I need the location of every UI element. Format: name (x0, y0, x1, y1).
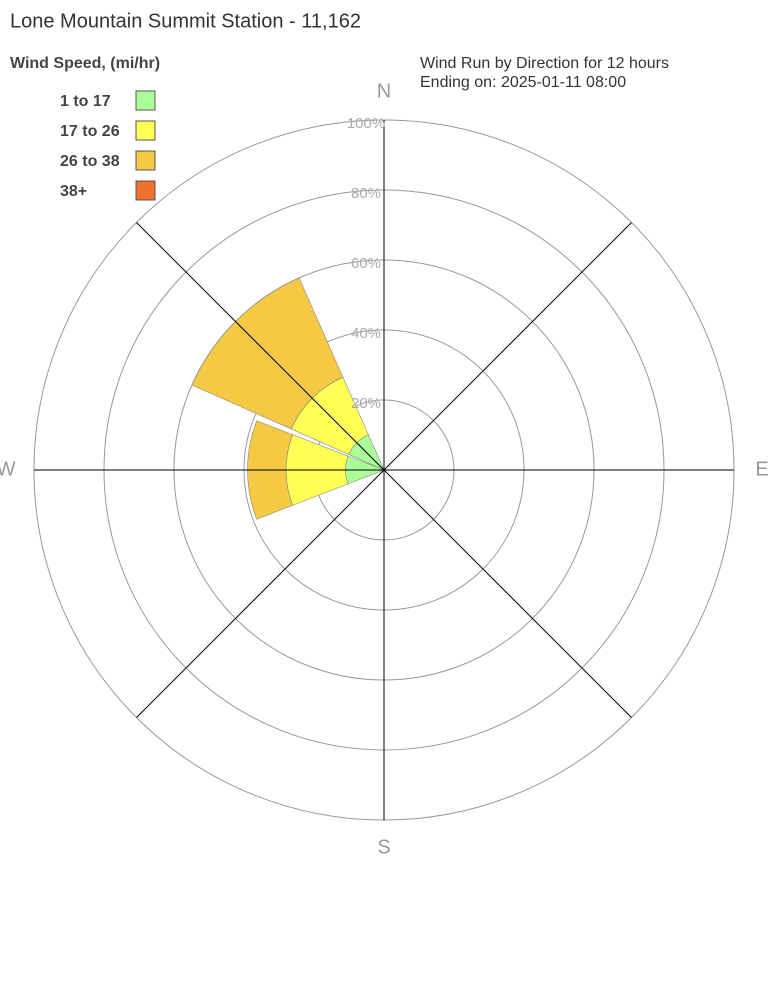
chart-title: Lone Mountain Summit Station - 11,162 (10, 10, 361, 32)
r-tick-label: 100% (347, 115, 385, 132)
r-tick-label: 80% (351, 185, 381, 202)
direction-label: S (377, 836, 390, 858)
r-tick-label: 40% (351, 325, 381, 342)
direction-label: E (755, 458, 768, 480)
direction-label: N (377, 80, 391, 102)
legend-title: Wind Speed, (mi/hr) (10, 55, 160, 72)
legend-swatch (135, 90, 156, 111)
legend-label: 38+ (60, 183, 87, 200)
direction-line (136, 469, 385, 718)
r-tick-label: 20% (351, 395, 381, 412)
subtitle: Wind Run by Direction for 12 hours (420, 55, 669, 72)
legend-swatch (135, 180, 156, 201)
direction-line (136, 222, 385, 471)
legend-label: 1 to 17 (60, 93, 111, 110)
legend-label: 17 to 26 (60, 123, 120, 140)
direction-line (383, 222, 632, 471)
r-tick-label: 60% (351, 255, 381, 272)
direction-line (383, 469, 632, 718)
direction-label: W (0, 458, 16, 480)
legend-swatch (135, 150, 156, 171)
legend-label: 26 to 38 (60, 153, 120, 170)
subtitle: Ending on: 2025-01-11 08:00 (420, 74, 626, 91)
legend-swatch (135, 120, 156, 141)
